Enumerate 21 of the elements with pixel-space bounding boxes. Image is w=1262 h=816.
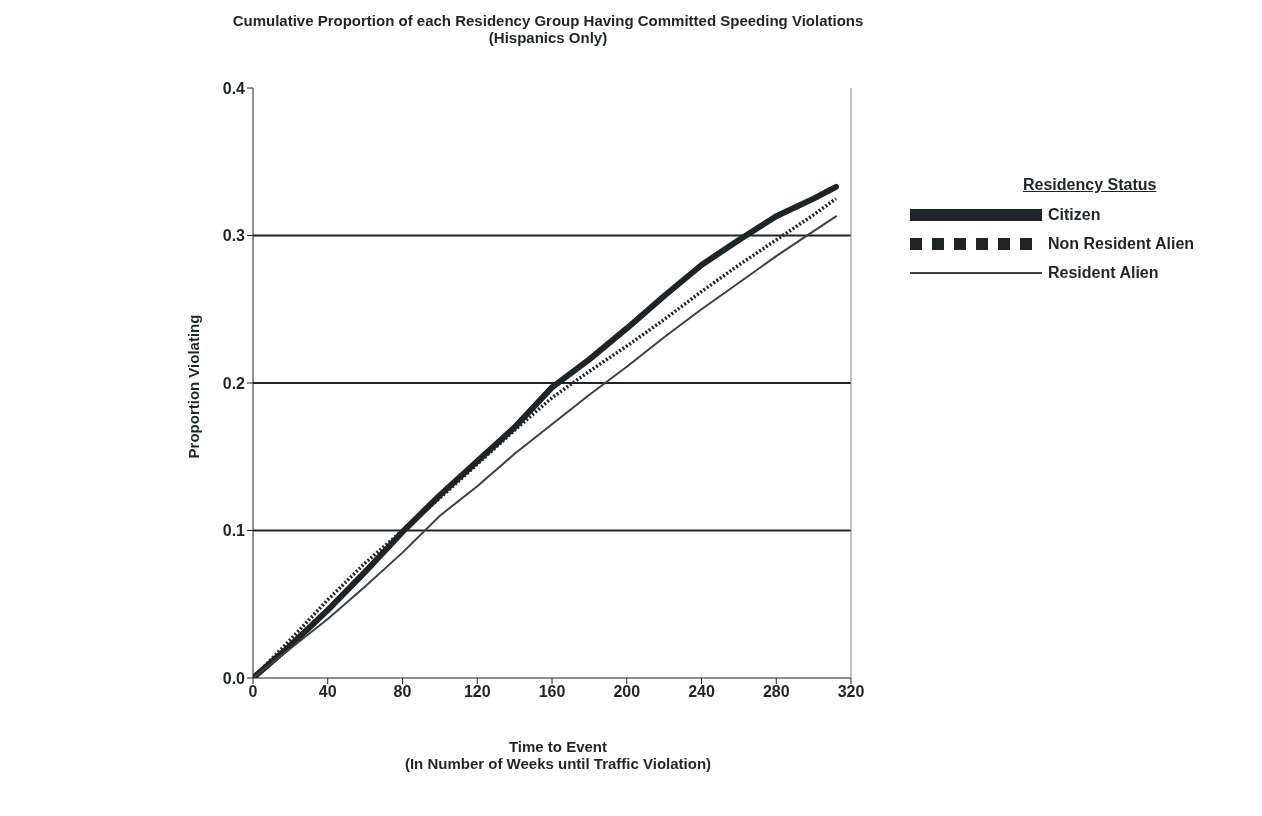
x-tick-label: 200 [613,683,641,701]
y-tick-label: 0.4 [222,79,246,97]
chart-title: Cumulative Proportion of each Residency Group Having Committed Speeding Violations (Hispanics Only) [231,12,865,46]
y-tick-label: 0.3 [222,227,246,245]
x-tick-label: 0 [248,683,258,701]
x-tick-label: 160 [538,683,566,701]
x-tick-label: 80 [393,683,412,701]
x-tick-label: 40 [318,683,337,701]
x-tick-label: 240 [688,683,715,701]
x-tick-label: 320 [837,683,865,701]
y-tick-label: 0.1 [222,522,246,540]
x-tick-label: 280 [762,683,790,701]
x-tick-label: 120 [463,683,491,701]
legend-title: Residency Status [1023,176,1158,194]
y-tick-label: 0.0 [222,669,246,687]
text: Non Resident Alien [1048,234,1195,253]
y-tick-label: 0.2 [222,374,246,392]
text: Citizen [1048,205,1101,224]
text: Resident Alien [1048,263,1159,282]
y-axis-title: Proportion Violating [184,313,202,461]
x-axis-title: Time to Event (In Number of Weeks until Traffic Violation) [403,738,713,772]
